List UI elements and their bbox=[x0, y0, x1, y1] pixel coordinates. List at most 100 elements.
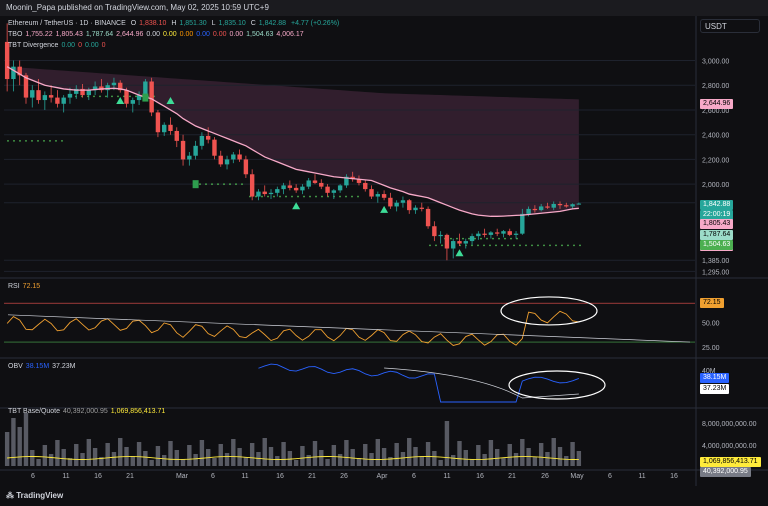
open-value: 1,838.10 bbox=[139, 20, 167, 27]
support-dots bbox=[519, 244, 521, 247]
volume-bar bbox=[444, 421, 450, 466]
volume-bar bbox=[149, 460, 154, 466]
price-axis-label: 2,400.00 bbox=[702, 133, 729, 140]
support-dots bbox=[273, 195, 275, 198]
volume-bar bbox=[557, 447, 563, 466]
support-dots bbox=[357, 195, 359, 198]
candle-body bbox=[463, 241, 468, 244]
support-dots bbox=[492, 237, 494, 240]
rsi-line bbox=[6, 310, 579, 346]
volume-bar bbox=[174, 450, 179, 466]
x-axis-label: 11 bbox=[62, 473, 69, 480]
support-dots bbox=[573, 244, 575, 247]
tbo-item-2: 1,805.43 bbox=[55, 31, 83, 38]
support-dots bbox=[93, 95, 95, 98]
signal-marker bbox=[192, 180, 199, 189]
candle-body bbox=[42, 95, 48, 101]
close-value: 1,842.88 bbox=[258, 20, 287, 27]
x-axis-label: 26 bbox=[340, 473, 348, 480]
volume-bar bbox=[23, 413, 29, 466]
chart-canvas[interactable]: 3,000.00 2,800.00 2,600.00 2,400.00 2,200.00… bbox=[0, 16, 768, 486]
candle-body bbox=[174, 130, 179, 141]
x-axis-label: May bbox=[570, 473, 584, 480]
tbo-item-3: 1,787.64 bbox=[85, 31, 114, 38]
candle-body bbox=[300, 186, 305, 191]
candle-body bbox=[551, 203, 556, 208]
volume-bar bbox=[193, 454, 198, 466]
volume-bar bbox=[331, 445, 337, 466]
candle-body bbox=[570, 204, 575, 207]
price-tag: 1,842.88 bbox=[700, 199, 734, 210]
candle-body bbox=[557, 203, 563, 206]
rsi-label: RSI bbox=[8, 283, 20, 290]
volume-bar bbox=[319, 450, 324, 466]
candle-body bbox=[312, 180, 318, 183]
candle-body bbox=[494, 232, 500, 234]
volume-bar bbox=[451, 455, 456, 466]
support-dots bbox=[549, 244, 551, 247]
volume-bar bbox=[312, 441, 318, 466]
x-axis-label: 6 bbox=[412, 473, 416, 480]
candle-body bbox=[23, 75, 29, 98]
volume-bar bbox=[287, 451, 293, 466]
obv-value-2: 37.23M bbox=[52, 363, 76, 370]
volume-bar bbox=[224, 453, 230, 466]
change-value: +4.77 (+0.26%) bbox=[291, 20, 340, 27]
support-dots bbox=[543, 244, 545, 247]
volume-bar bbox=[337, 454, 343, 466]
candle-body bbox=[388, 197, 393, 207]
candle-body bbox=[136, 95, 142, 101]
support-dots bbox=[229, 183, 231, 186]
volume-bar bbox=[36, 459, 41, 466]
tbo-item-9: 0.00 bbox=[212, 31, 227, 38]
support-dots bbox=[37, 139, 39, 142]
tradingview-logo[interactable]: ⁂ TradingView bbox=[6, 491, 64, 500]
candle-body bbox=[168, 124, 173, 131]
support-dots bbox=[501, 244, 503, 247]
support-dots bbox=[49, 139, 51, 142]
support-dots bbox=[223, 183, 225, 186]
support-dots bbox=[495, 244, 497, 247]
candle-body bbox=[4, 41, 10, 80]
x-axis-label: 16 bbox=[276, 473, 284, 480]
x-axis-label: 16 bbox=[94, 473, 102, 480]
buy-triangle bbox=[455, 249, 464, 257]
candle-body bbox=[36, 90, 41, 101]
candle-body bbox=[92, 86, 98, 91]
support-dots bbox=[303, 195, 305, 198]
volume-bar bbox=[293, 460, 299, 466]
support-dots bbox=[291, 195, 293, 198]
rsi-axis-label: 25.00 bbox=[702, 345, 720, 352]
candle-body bbox=[237, 154, 242, 160]
candle-body bbox=[287, 185, 293, 188]
candle-body bbox=[48, 95, 54, 98]
volume-bar bbox=[482, 454, 487, 466]
volume-bar bbox=[55, 440, 60, 466]
obv-label: OBV bbox=[8, 363, 23, 370]
vol-label: TBT Base/Quote bbox=[8, 408, 61, 415]
ema-cloud bbox=[7, 66, 579, 217]
support-dots bbox=[7, 139, 9, 142]
volume-bar bbox=[325, 459, 330, 466]
x-axis-label: Mar bbox=[176, 473, 189, 480]
rsi-legend: RSI 72.15 bbox=[8, 283, 43, 290]
vol-legend: TBT Base/Quote 40,392,000.95 1,069,856,413… bbox=[8, 408, 168, 415]
support-dots bbox=[55, 139, 57, 142]
candle-body bbox=[275, 189, 280, 193]
candle-body bbox=[337, 185, 343, 191]
candle-body bbox=[11, 66, 16, 80]
volume-bar bbox=[463, 450, 468, 466]
candle-body bbox=[419, 207, 424, 209]
volume-bar bbox=[394, 443, 399, 466]
candle-body bbox=[256, 191, 261, 197]
candle-body bbox=[363, 182, 368, 190]
support-dots bbox=[339, 195, 341, 198]
volume-bar bbox=[11, 418, 16, 466]
candle-body bbox=[319, 182, 324, 187]
volume-bar bbox=[118, 438, 123, 466]
currency-button[interactable]: USDT bbox=[700, 19, 760, 33]
obv-axis-label: 40M bbox=[702, 368, 716, 375]
volume-bar bbox=[111, 452, 117, 466]
support-dots bbox=[561, 244, 563, 247]
tbt-item-3: 0.00 bbox=[84, 42, 99, 49]
